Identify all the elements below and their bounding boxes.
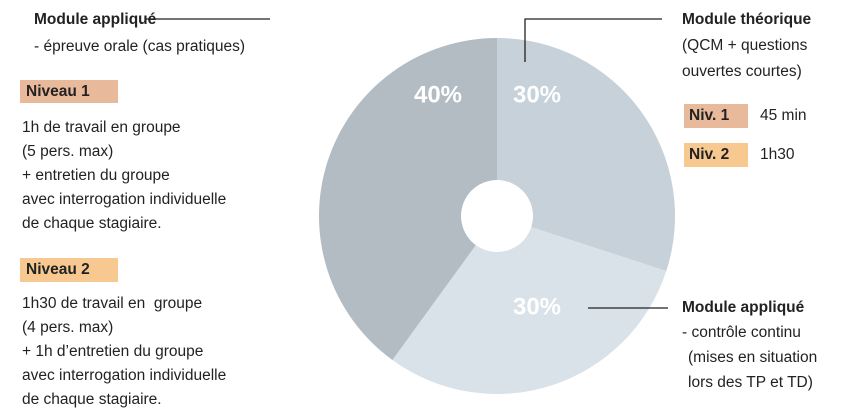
pie xyxy=(319,37,676,394)
level-text: 1h30 xyxy=(760,146,795,163)
pie-slice xyxy=(497,38,676,272)
pie-hole xyxy=(461,180,533,252)
annotation-line: - contrôle continu xyxy=(682,324,801,341)
level-badge xyxy=(20,258,118,282)
pie-slice xyxy=(319,37,497,361)
level-label: Niv. 1 xyxy=(689,107,730,124)
annotation-line: - épreuve orale (cas pratiques) xyxy=(34,38,245,55)
value-label: 30% xyxy=(513,81,561,108)
annotation-line: ouvertes courtes) xyxy=(682,63,802,80)
annotation-line: + 1h d’entretien du groupe xyxy=(22,343,203,360)
annotation-line: avec interrogation individuelle xyxy=(22,191,226,208)
annotation-title: Module appliqué xyxy=(682,299,805,316)
level-text: 45 min xyxy=(760,107,807,124)
pie-slice xyxy=(392,216,667,394)
annotation-line: 1h30 de travail en groupe xyxy=(22,295,202,312)
level-label: Niv. 2 xyxy=(689,146,729,163)
annotation-line: (QCM + questions xyxy=(682,37,808,54)
level-badge xyxy=(20,80,118,103)
level-badge xyxy=(684,143,748,167)
annotation-line: (5 pers. max) xyxy=(22,143,113,160)
leader-line xyxy=(524,18,662,62)
annotation-title: Module appliqué xyxy=(34,11,157,28)
annotation-line: (mises en situation xyxy=(688,349,817,366)
annotation-line: lors des TP et TD) xyxy=(688,374,813,391)
value-label: 30% xyxy=(513,293,561,320)
annotation-line: (4 pers. max) xyxy=(22,319,113,336)
level-label: Niveau 2 xyxy=(26,261,90,278)
annotation-line: de chaque stagiaire. xyxy=(22,391,162,408)
annotation-line: de chaque stagiaire. xyxy=(22,215,162,232)
level-badge xyxy=(684,104,748,128)
level-label: Niveau 1 xyxy=(26,83,90,100)
annotation-line: + entretien du groupe xyxy=(22,167,170,184)
value-label: 40% xyxy=(414,81,462,108)
annotation-line: avec interrogation individuelle xyxy=(22,367,226,384)
annotation-title: Module théorique xyxy=(682,11,812,28)
annotation-line: 1h de travail en groupe xyxy=(22,119,181,136)
